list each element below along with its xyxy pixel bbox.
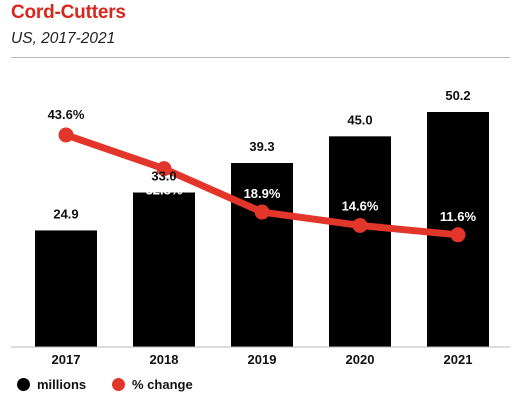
bar-2018 — [133, 192, 195, 347]
bar-2020 — [329, 136, 391, 347]
bar-2019 — [231, 163, 293, 347]
line-layer — [58, 127, 466, 243]
x-tick-2021: 2021 — [444, 352, 473, 367]
x-tick-2019: 2019 — [248, 352, 277, 367]
legend-swatch-millions — [17, 378, 30, 391]
x-tick-2017: 2017 — [52, 352, 81, 367]
percent-label-2020: 14.6% — [342, 198, 379, 213]
x-tick-2020: 2020 — [346, 352, 375, 367]
x-tick-2018: 2018 — [150, 352, 179, 367]
legend-item-millions: millions — [17, 377, 86, 392]
title-divider — [11, 57, 510, 58]
legend-swatch-percent-change — [112, 378, 125, 391]
percent-change-point-2020 — [352, 217, 368, 233]
x-tick-labels: 2017 2018 2019 2020 2021 — [52, 352, 473, 367]
legend-label-percent-change: % change — [132, 377, 193, 392]
bars-layer — [35, 112, 489, 347]
percent-label-2019: 18.9% — [244, 186, 281, 201]
percent-change-point-2021 — [450, 227, 466, 243]
percent-change-point-2019 — [254, 204, 270, 220]
legend-item-percent-change: % change — [112, 377, 193, 392]
bar-value-label-2017: 24.9 — [53, 206, 78, 221]
chart-title: Cord-Cutters — [11, 2, 126, 23]
percent-label-2021: 11.6% — [440, 209, 477, 224]
labels-layer: 24.9 33.0 39.3 45.0 50.2 43.6% 32.8% 18.9% 14.6%… — [48, 88, 477, 224]
bar-value-label-2019: 39.3 — [249, 139, 274, 154]
legend-label-millions: millions — [37, 377, 87, 392]
percent-change-point-2018 — [156, 161, 172, 177]
percent-change-point-2017 — [58, 127, 74, 143]
chart-subtitle: US, 2017-2021 — [11, 30, 116, 47]
bar-2017 — [35, 230, 97, 347]
bar-value-label-2020: 45.0 — [347, 112, 372, 127]
bar-value-label-2021: 50.2 — [445, 88, 470, 103]
bar-value-label-2018: 33.0 — [151, 169, 176, 184]
percent-label-2018: 32.8% — [146, 183, 183, 198]
percent-label-2017: 43.6% — [48, 107, 85, 122]
